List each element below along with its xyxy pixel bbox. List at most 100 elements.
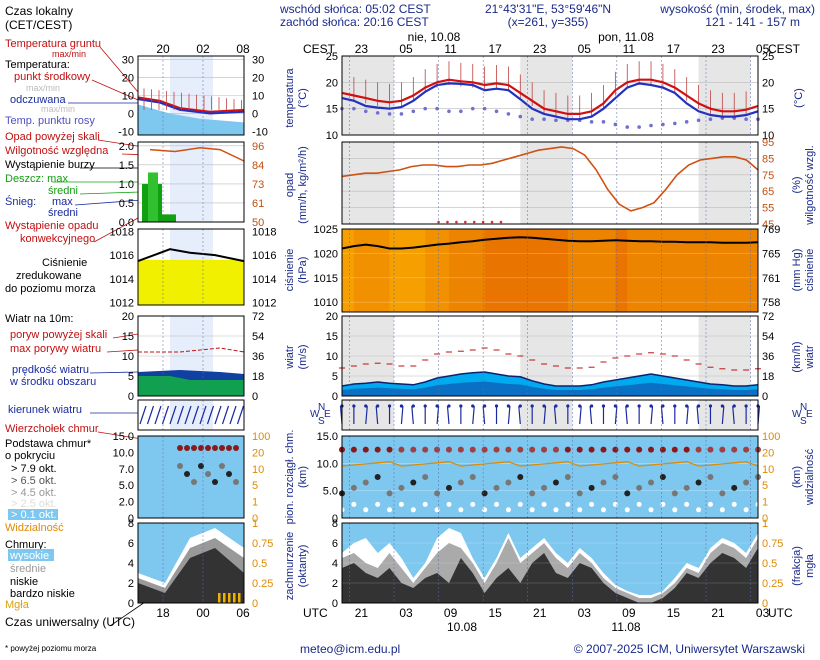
pressure-axis-unit: (hPa) — [297, 257, 309, 284]
cest-label-right: CEST — [768, 42, 801, 56]
s-vis-tick: 10 — [252, 464, 264, 476]
cloud-top-dot — [600, 446, 607, 453]
s-temp-line — [137, 96, 245, 113]
s-cloud-tick: 0 — [128, 513, 134, 525]
humidity-axis-unit: (%) — [791, 176, 803, 193]
pressure-axis-label-right: ciśnienie — [804, 249, 816, 292]
cloud-axis-unit: (km) — [297, 466, 309, 488]
s-hum-tick: 61 — [252, 198, 264, 210]
pressure-band — [353, 229, 367, 312]
compass-s-left: S — [318, 416, 325, 427]
fog-tick: 0 — [762, 598, 768, 610]
cloud-tick-left: 0 — [332, 513, 338, 525]
wind-tick-right: 72 — [762, 311, 774, 323]
cloud-low-dot — [600, 507, 606, 513]
pressure-band — [734, 229, 747, 312]
legend-ground-temp: Temperatura gruntu — [5, 38, 101, 50]
s-fog-tick: 0.75 — [252, 538, 273, 550]
bottom-hour-1: 03 — [399, 606, 413, 620]
legend-pressure2: zredukowane — [16, 270, 81, 282]
cloud-top-dot — [505, 446, 512, 453]
panel-temp: 10 10 15 15 20 20 25 25 — [326, 51, 775, 142]
s-wind-arrow — [176, 405, 185, 425]
dew-point — [554, 118, 558, 123]
wind-arrow — [375, 405, 379, 425]
pressure-band — [627, 229, 640, 312]
s-hum-tick: 96 — [252, 141, 264, 153]
s-temp-tick-right: -10 — [252, 126, 268, 138]
cloud-base-dot — [493, 484, 500, 491]
s-gust-line — [138, 347, 245, 353]
cloud-base-dot — [422, 474, 429, 480]
s-cloud-base-dot — [212, 479, 218, 485]
cloud-top-dot — [434, 446, 441, 453]
bottom-hour-7: 15 — [667, 606, 681, 620]
cloud-low-dot — [636, 501, 642, 507]
s-wind-tick-right: 36 — [252, 351, 264, 363]
cloud-top-dot — [648, 446, 655, 453]
s-wind-tick-right: 18 — [252, 371, 264, 383]
cloud-low-dot — [731, 501, 737, 507]
s-press-tick-left: 1012 — [110, 298, 134, 310]
s-fog-tick: 0.5 — [252, 558, 267, 570]
fog-axis-label: mgła — [804, 553, 816, 578]
panel-frame-wind — [341, 315, 759, 397]
legend-precip-over: Opad powyżej skali — [5, 131, 100, 143]
bottom-hour-6: 09 — [622, 606, 636, 620]
cloud-base-dot — [362, 479, 369, 486]
day-header-2: pon, 11.08 — [598, 30, 654, 44]
s-press-tick-right: 1016 — [252, 250, 276, 262]
wind-tick-right: 54 — [762, 331, 774, 343]
pressure-band — [579, 229, 593, 312]
dew-point — [423, 106, 428, 111]
cloud-base-dot — [552, 479, 559, 486]
wind-arrow-head — [483, 404, 487, 408]
cloud-base-dot — [410, 479, 417, 486]
legend-timezone-sub: (CET/CEST) — [5, 18, 72, 32]
cloud-low-dot — [494, 501, 500, 507]
s-cover-tick: 4 — [128, 558, 134, 570]
cloud-base-dot — [707, 474, 714, 480]
cloud-top-dot — [695, 446, 702, 453]
cloud-base-dot — [398, 484, 405, 491]
wind-arrow-head — [494, 404, 499, 408]
small-panel-s-dir — [137, 399, 245, 431]
legend-ground-temp-sub: max/min — [52, 49, 86, 59]
cloud-low-dot — [672, 507, 678, 513]
s-cover-tick: 6 — [128, 538, 134, 550]
s-wind-arrow — [139, 405, 147, 425]
s-frame-s-cloud — [137, 435, 245, 519]
small-bottom-hour-2: 06 — [236, 606, 250, 620]
pressure-band — [377, 229, 391, 312]
legend-perceived: odczuwana — [10, 94, 67, 106]
legend-pressure: Ciśnienie — [42, 257, 87, 269]
cloud-top-dot — [683, 446, 690, 453]
vis-tick: 10 — [762, 464, 774, 476]
bottom-hour-8: 21 — [711, 606, 725, 620]
legend-cloud-base2: o pokryciu — [5, 450, 55, 462]
legend-fog: Mgła — [5, 599, 30, 611]
s-cloud-base-dot — [226, 471, 232, 477]
s-fog-bar — [228, 593, 231, 603]
top-hour-7: 17 — [667, 42, 681, 56]
utc-label-left: UTC — [303, 606, 328, 620]
small-night — [170, 400, 213, 430]
pressure-line — [341, 236, 759, 250]
cloud-low-dot — [565, 501, 571, 507]
wind-arrow — [543, 405, 547, 425]
dew-point — [435, 106, 439, 111]
dew-point — [482, 106, 487, 111]
s-frame-s-precip — [137, 141, 245, 223]
pressure-band — [686, 229, 700, 312]
conv-marker — [446, 220, 449, 224]
s-frame-s-cover — [137, 522, 245, 604]
wind-arrow-head — [708, 404, 713, 408]
cloud-top-dot — [743, 446, 750, 453]
s-wind-arrow — [191, 405, 200, 425]
cloud-low-dot — [719, 507, 725, 513]
humidity-line — [341, 146, 759, 212]
pressure-band — [615, 229, 628, 312]
wind-tick-right: 0 — [762, 391, 768, 403]
footer-email[interactable]: meteo@icm.edu.pl — [300, 642, 400, 656]
night-precip-1 — [520, 142, 573, 224]
